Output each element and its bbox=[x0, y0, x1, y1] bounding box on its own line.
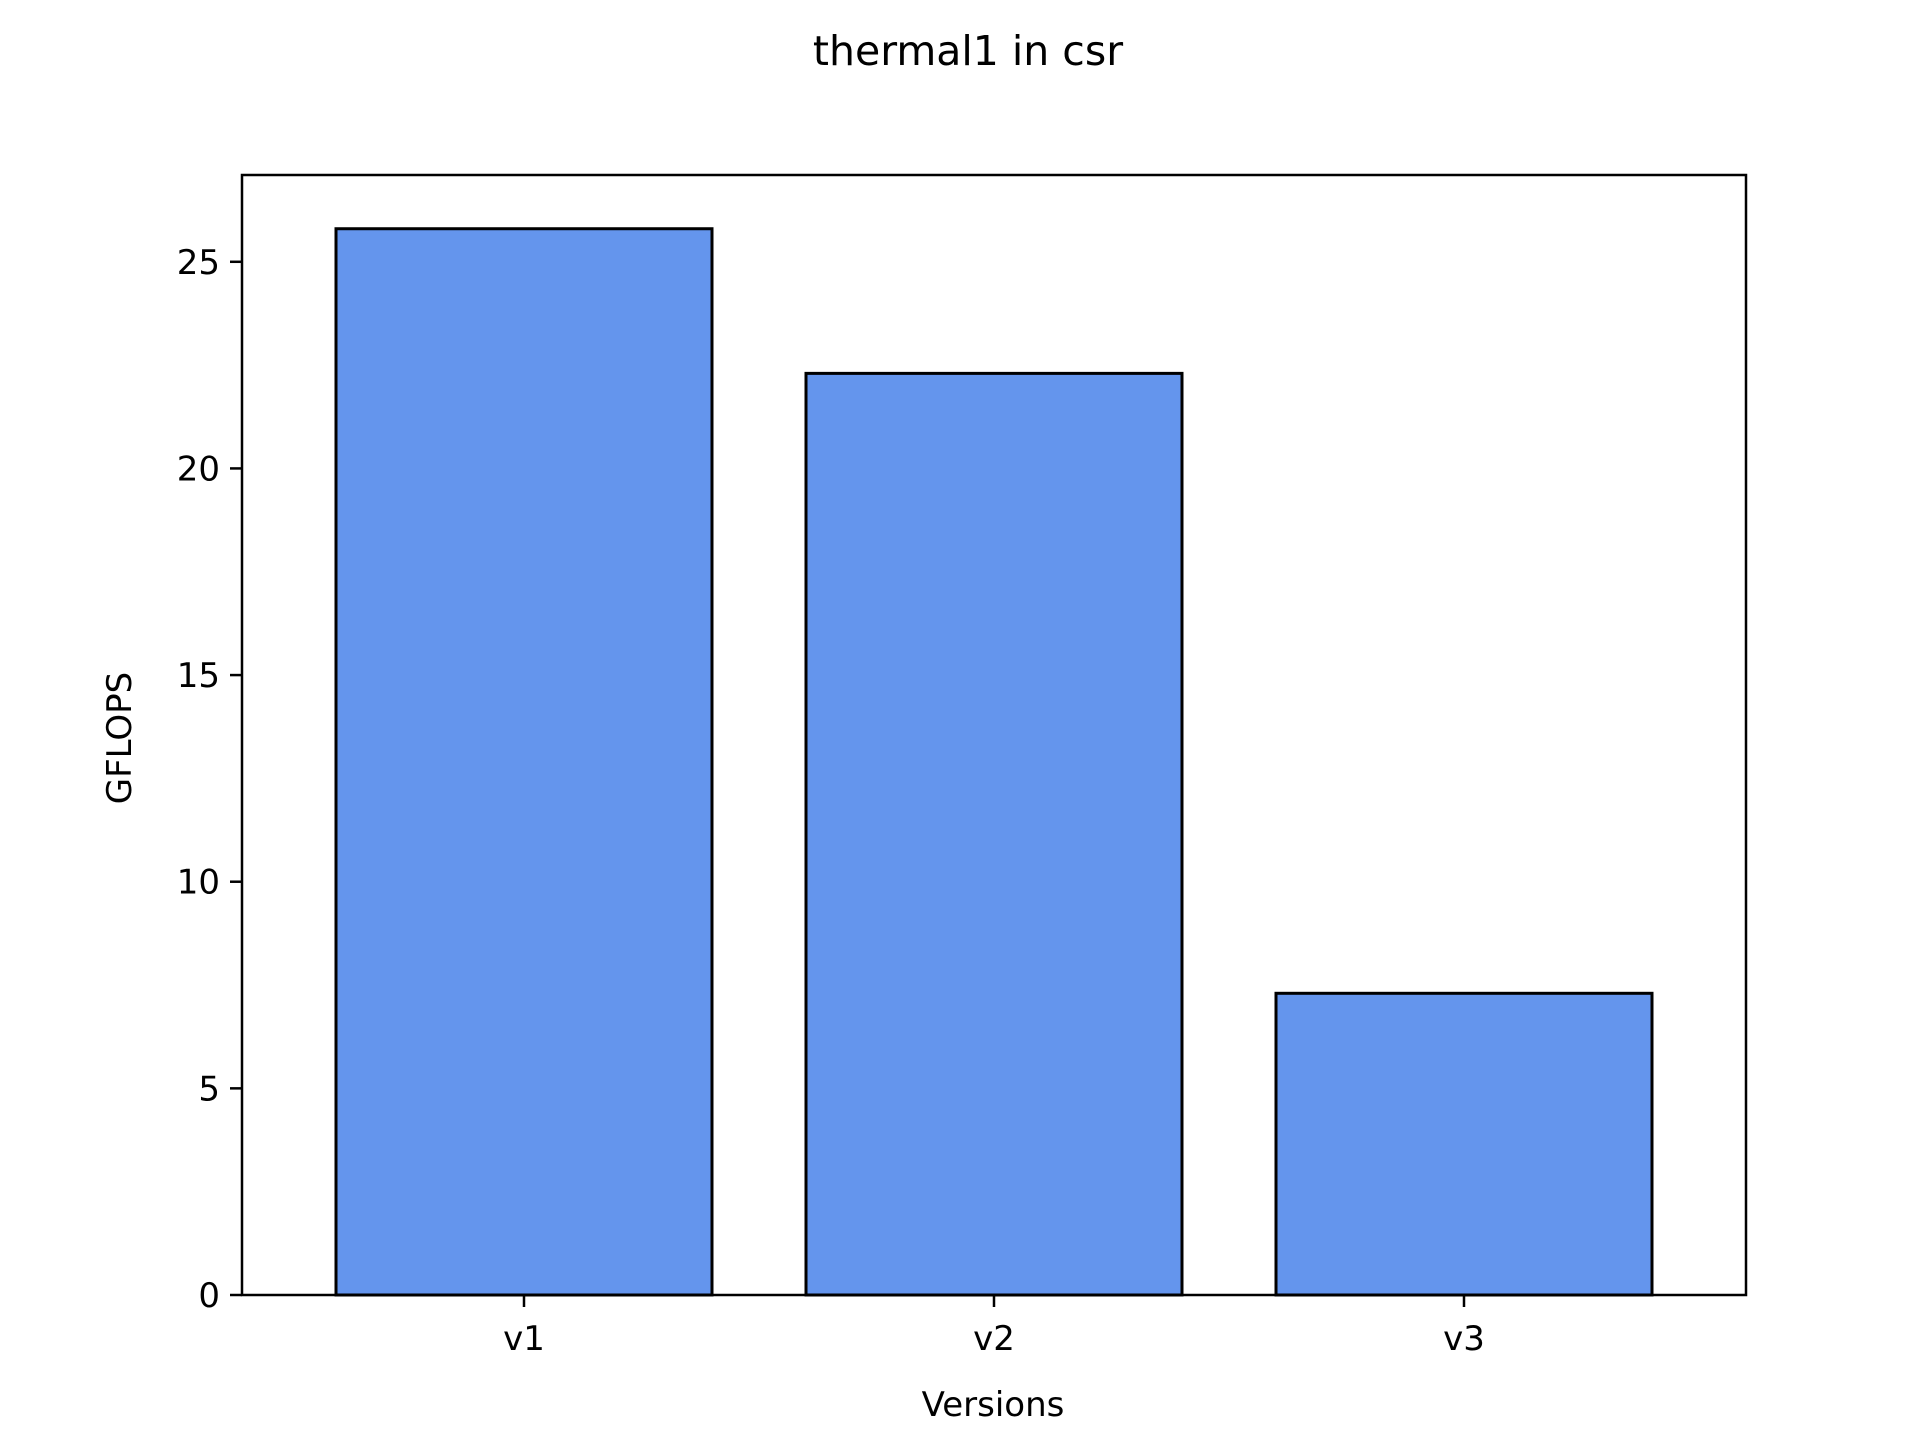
y-tick-label: 10 bbox=[177, 863, 220, 903]
y-tick-label: 25 bbox=[177, 243, 220, 283]
bar-v2 bbox=[804, 371, 1184, 1297]
x-tick-label: v2 bbox=[973, 1319, 1015, 1359]
y-tick-label: 20 bbox=[177, 449, 220, 489]
x-tick-label: v1 bbox=[503, 1319, 545, 1359]
bars-layer bbox=[334, 227, 1654, 1297]
y-axis-ticks: 0 5 10 15 20 25 bbox=[177, 243, 242, 1316]
chart-title: thermal1 in csr bbox=[813, 27, 1123, 75]
x-axis-title: Versions bbox=[922, 1385, 1065, 1425]
y-tick-label: 5 bbox=[198, 1069, 220, 1109]
bar-v1 bbox=[334, 227, 714, 1297]
y-axis-title: GFLOPS bbox=[100, 672, 140, 804]
x-tick-label: v3 bbox=[1443, 1319, 1485, 1359]
x-axis-ticks: v1 v2 v3 bbox=[503, 1295, 1485, 1359]
bar-v3 bbox=[1274, 991, 1654, 1297]
y-tick-label: 15 bbox=[177, 656, 220, 696]
plot-area-frame bbox=[240, 173, 1748, 1297]
y-tick-label: 0 bbox=[198, 1276, 220, 1316]
